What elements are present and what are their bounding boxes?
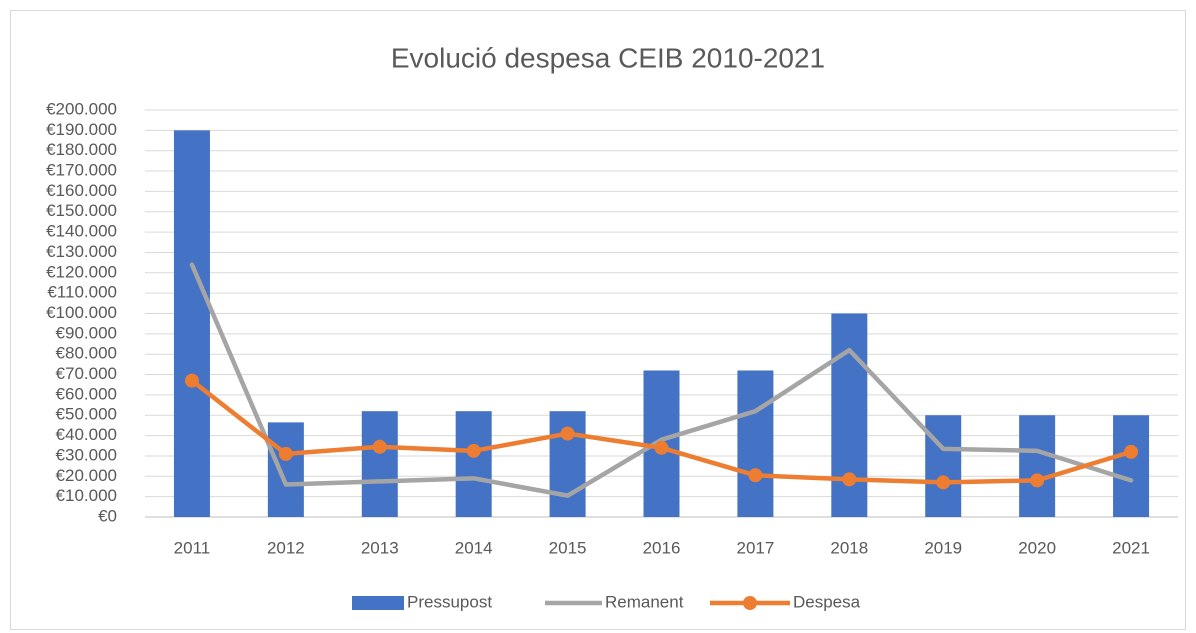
x-tick-label: 2021: [1112, 538, 1150, 557]
y-tick-label: €0: [98, 506, 117, 525]
bar: [1019, 415, 1056, 517]
y-tick-label: €180.000: [46, 140, 117, 159]
y-tick-label: €120.000: [46, 262, 117, 281]
legend-label: Despesa: [793, 592, 861, 611]
y-tick-label: €30.000: [56, 445, 117, 464]
chart-title: Evolució despesa CEIB 2010-2021: [391, 42, 825, 73]
y-tick-label: €90.000: [56, 323, 117, 342]
x-tick-label: 2019: [924, 538, 962, 557]
line-marker: [466, 443, 481, 458]
line-series: [189, 262, 1134, 498]
legend-label: Pressupost: [407, 592, 492, 611]
line-marker: [842, 472, 857, 487]
line-marker: [1030, 473, 1045, 488]
x-tick-label: 2013: [361, 538, 399, 557]
x-tick-label: 2014: [455, 538, 493, 557]
y-tick-label: €150.000: [46, 201, 117, 220]
y-tick-label: €190.000: [46, 120, 117, 139]
y-tick-label: €50.000: [56, 405, 117, 424]
bar: [173, 130, 210, 517]
line-marker: [1124, 444, 1139, 459]
x-tick-label: 2011: [174, 538, 211, 557]
bar: [831, 313, 868, 517]
legend-swatch: [352, 596, 404, 610]
y-tick-label: €110.000: [47, 283, 117, 302]
line-marker: [560, 426, 575, 441]
x-tick-label: 2016: [643, 538, 681, 557]
y-tick-label: €10.000: [56, 486, 117, 505]
bar: [267, 422, 304, 517]
bar: [455, 411, 492, 517]
x-tick-label: 2020: [1018, 538, 1056, 557]
y-tick-label: €60.000: [56, 384, 117, 403]
line-marker: [184, 373, 199, 388]
x-tick-label: 2015: [549, 538, 587, 557]
y-tick-label: €170.000: [46, 161, 117, 180]
line-marker: [936, 475, 951, 490]
y-tick-label: €20.000: [56, 466, 117, 485]
y-tick-label: €140.000: [46, 222, 117, 241]
bar: [361, 411, 398, 517]
y-tick-label: €130.000: [46, 242, 117, 261]
bar: [737, 370, 774, 517]
line-marker: [654, 440, 669, 455]
legend-marker: [743, 596, 757, 610]
legend-label: Remanent: [605, 592, 684, 611]
y-tick-label: €100.000: [46, 303, 117, 322]
x-tick-label: 2012: [267, 538, 305, 557]
line-marker: [748, 468, 763, 483]
line-marker: [372, 439, 387, 454]
y-tick-label: €160.000: [46, 181, 117, 200]
y-tick-label: €80.000: [56, 344, 117, 363]
line-marker: [278, 446, 293, 461]
bar: [925, 415, 962, 517]
bar: [1113, 415, 1150, 517]
y-tick-label: €70.000: [56, 364, 117, 383]
x-tick-label: 2017: [736, 538, 774, 557]
y-tick-label: €40.000: [56, 425, 117, 444]
x-tick-label: 2018: [830, 538, 868, 557]
y-tick-label: €200.000: [46, 99, 117, 118]
